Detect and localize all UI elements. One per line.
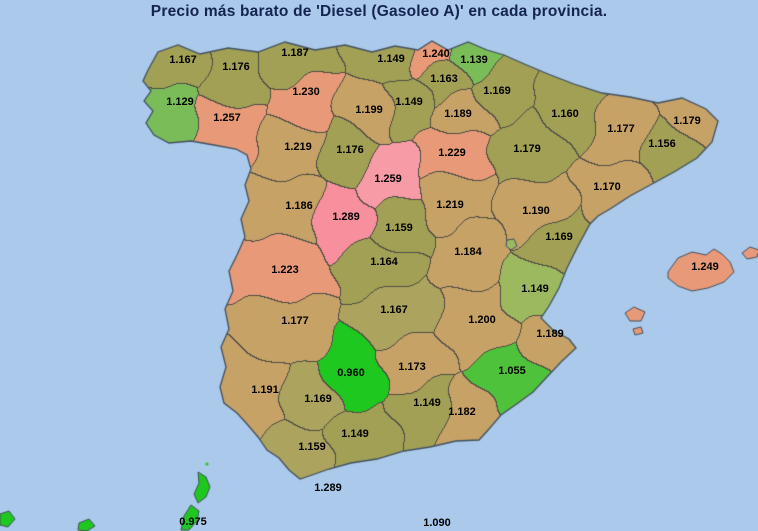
map-title: Precio más barato de 'Diesel (Gasoleo A)… [150, 3, 608, 20]
